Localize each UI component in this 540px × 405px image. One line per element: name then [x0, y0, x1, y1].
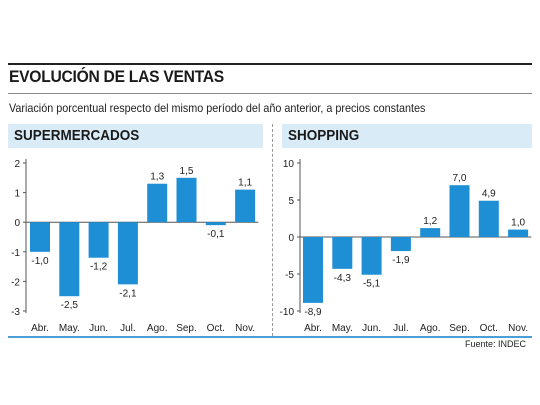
shopping-category-label: May.	[332, 323, 353, 334]
page-subtitle: Variación porcentual respecto del mismo …	[9, 101, 426, 115]
shopping-value-label: 7,0	[453, 173, 467, 184]
supermercados-y-tick-label: -1	[11, 248, 20, 259]
shopping-y-tick-label: 0	[288, 233, 294, 244]
shopping-category-label: Sep.	[449, 323, 470, 334]
supermercados-value-label: -0,1	[207, 229, 225, 240]
shopping-value-label: -5,1	[363, 279, 381, 290]
supermercados-bar	[147, 183, 168, 223]
source-note: Fuente: INDEC	[464, 339, 526, 349]
supermercados-value-label: 1,1	[238, 178, 252, 189]
shopping-y-tick-label: -10	[280, 307, 295, 318]
shopping-value-label: -1,9	[392, 255, 410, 266]
supermercados-bar	[205, 222, 226, 226]
supermercados-category-label: Jun.	[89, 323, 108, 334]
shopping-header-band: SHOPPING	[282, 124, 532, 148]
supermercados-category-label: Nov.	[235, 323, 255, 334]
shopping-y-tick-label: 10	[283, 159, 295, 170]
supermercados-y-tick-label: -3	[11, 307, 20, 318]
supermercados-bar	[117, 222, 138, 285]
supermercados-y-tick-label: 1	[14, 189, 20, 200]
shopping-title: SHOPPING	[288, 127, 360, 144]
top-rule	[8, 63, 532, 65]
supermercados-y-tick-label: 0	[14, 218, 20, 229]
shopping-bar	[390, 237, 411, 252]
supermercados-y-tick-label: -2	[11, 277, 20, 288]
bottom-rule	[8, 336, 532, 338]
shopping-bar	[361, 237, 382, 275]
supermercados-bar	[176, 177, 197, 223]
shopping-category-label: Nov.	[508, 323, 528, 334]
supermercados-y-tick-label: 2	[14, 159, 20, 170]
supermercados-category-label: May.	[59, 323, 80, 334]
supermercados-value-label: 1,5	[180, 166, 194, 177]
shopping-category-label: Jun.	[362, 323, 381, 334]
shopping-value-label: 4,9	[482, 189, 496, 200]
page-title: EVOLUCIÓN DE LAS VENTAS	[9, 67, 224, 86]
supermercados-bar	[30, 222, 50, 252]
shopping-value-label: 1,0	[511, 218, 525, 229]
shopping-category-label: Oct.	[480, 323, 498, 334]
shopping-category-label: Jul.	[393, 323, 409, 334]
supermercados-category-label: Sep.	[176, 323, 197, 334]
supermercados-category-label: Ago.	[147, 323, 168, 334]
supermercados-bar	[59, 222, 80, 297]
shopping-y-tick-label: -5	[285, 270, 294, 281]
supermercados-category-label: Abr.	[31, 323, 49, 334]
title-rule	[8, 93, 532, 94]
supermercados-value-label: -2,5	[61, 300, 79, 311]
shopping-bar	[508, 229, 529, 237]
shopping-bar	[332, 237, 353, 269]
shopping-bar	[478, 200, 499, 237]
shopping-category-label: Ago.	[420, 323, 441, 334]
supermercados-category-label: Jul.	[120, 323, 136, 334]
panel-divider	[272, 124, 273, 336]
shopping-value-label: 1,2	[423, 216, 437, 227]
supermercados-value-label: -1,2	[90, 262, 108, 273]
shopping-bar	[420, 228, 441, 237]
supermercados-value-label: 1,3	[150, 172, 164, 183]
shopping-value-label: -8,9	[304, 307, 322, 318]
supermercados-value-label: -1,0	[31, 256, 49, 267]
shopping-bar	[449, 185, 470, 237]
shopping-category-label: Abr.	[304, 323, 322, 334]
shopping-bar	[303, 237, 323, 303]
supermercados-bar	[235, 189, 256, 223]
supermercados-value-label: -2,1	[119, 288, 137, 299]
shopping-value-label: -4,3	[334, 273, 352, 284]
supermercados-header-band: SUPERMERCADOS	[8, 124, 263, 148]
supermercados-bar	[88, 222, 109, 258]
supermercados-title: SUPERMERCADOS	[14, 127, 140, 144]
supermercados-category-label: Oct.	[207, 323, 225, 334]
shopping-y-tick-label: 5	[288, 196, 294, 207]
